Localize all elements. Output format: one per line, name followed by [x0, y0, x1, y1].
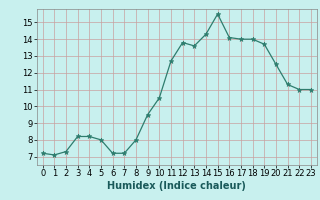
X-axis label: Humidex (Indice chaleur): Humidex (Indice chaleur) — [108, 181, 246, 191]
